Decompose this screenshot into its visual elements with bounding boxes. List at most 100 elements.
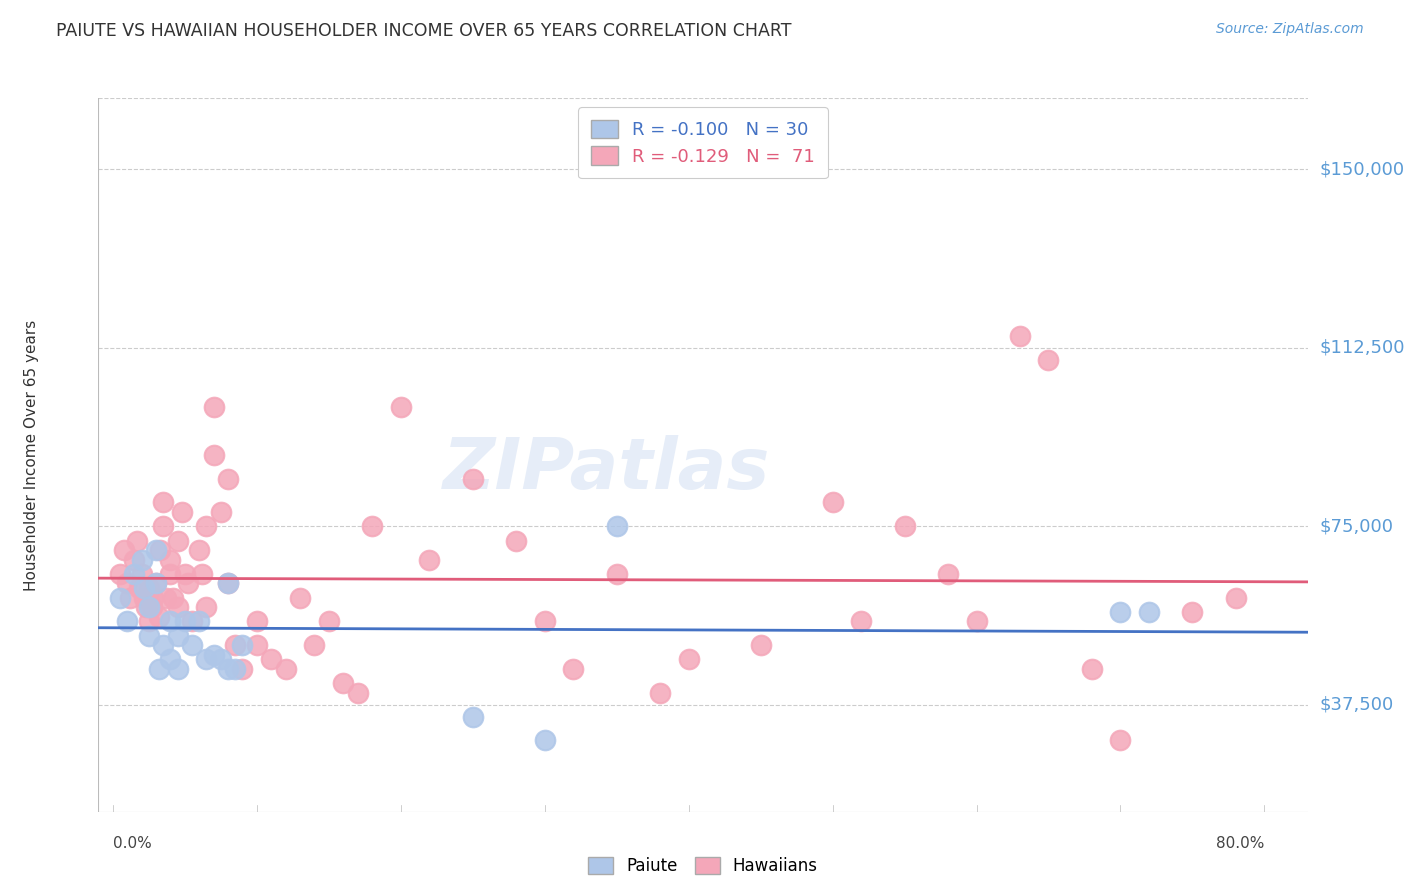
Point bbox=[1225, 591, 1247, 605]
Point bbox=[231, 638, 253, 652]
Point bbox=[108, 591, 131, 605]
Point bbox=[202, 448, 225, 462]
Point bbox=[120, 591, 142, 605]
Point bbox=[505, 533, 527, 548]
Point bbox=[159, 566, 181, 581]
Point bbox=[209, 652, 232, 666]
Point bbox=[195, 519, 218, 533]
Text: $37,500: $37,500 bbox=[1320, 696, 1393, 714]
Point bbox=[134, 591, 156, 605]
Point bbox=[188, 615, 211, 629]
Point bbox=[1109, 733, 1132, 747]
Point bbox=[217, 662, 239, 676]
Point bbox=[893, 519, 915, 533]
Point bbox=[145, 543, 167, 558]
Point bbox=[152, 638, 174, 652]
Text: Householder Income Over 65 years: Householder Income Over 65 years bbox=[24, 319, 39, 591]
Point bbox=[115, 615, 138, 629]
Point bbox=[461, 472, 484, 486]
Text: 0.0%: 0.0% bbox=[112, 836, 152, 850]
Point bbox=[749, 638, 772, 652]
Point bbox=[195, 652, 218, 666]
Text: ZIPatlas: ZIPatlas bbox=[443, 434, 770, 504]
Point bbox=[166, 629, 188, 643]
Point bbox=[159, 552, 181, 566]
Point bbox=[966, 615, 988, 629]
Point bbox=[181, 615, 204, 629]
Point bbox=[1038, 352, 1060, 367]
Point bbox=[231, 662, 253, 676]
Point bbox=[389, 401, 412, 415]
Point bbox=[112, 543, 135, 558]
Point bbox=[648, 686, 671, 700]
Point bbox=[166, 533, 188, 548]
Point bbox=[134, 581, 156, 595]
Point bbox=[173, 615, 195, 629]
Text: $150,000: $150,000 bbox=[1320, 161, 1405, 178]
Point bbox=[141, 600, 163, 615]
Point bbox=[318, 615, 340, 629]
Point bbox=[606, 566, 628, 581]
Text: 80.0%: 80.0% bbox=[1216, 836, 1264, 850]
Point bbox=[202, 401, 225, 415]
Point bbox=[304, 638, 326, 652]
Text: $112,500: $112,500 bbox=[1320, 339, 1405, 357]
Point bbox=[188, 543, 211, 558]
Point bbox=[135, 600, 157, 615]
Point bbox=[170, 505, 193, 519]
Point bbox=[1181, 605, 1204, 619]
Point bbox=[361, 519, 384, 533]
Point bbox=[562, 662, 585, 676]
Point bbox=[131, 552, 153, 566]
Point bbox=[209, 505, 232, 519]
Point bbox=[202, 648, 225, 662]
Point bbox=[181, 638, 204, 652]
Point bbox=[148, 662, 170, 676]
Point bbox=[678, 652, 700, 666]
Point bbox=[159, 615, 181, 629]
Point bbox=[152, 495, 174, 509]
Point bbox=[138, 615, 160, 629]
Point bbox=[128, 581, 150, 595]
Point bbox=[224, 638, 246, 652]
Point bbox=[821, 495, 844, 509]
Point bbox=[217, 576, 239, 591]
Point bbox=[418, 552, 440, 566]
Point bbox=[155, 591, 177, 605]
Text: $75,000: $75,000 bbox=[1320, 517, 1393, 535]
Point bbox=[159, 652, 181, 666]
Point bbox=[217, 472, 239, 486]
Point bbox=[246, 638, 269, 652]
Point bbox=[246, 615, 269, 629]
Point bbox=[148, 609, 170, 624]
Point bbox=[145, 576, 167, 591]
Point bbox=[149, 543, 172, 558]
Point bbox=[124, 566, 146, 581]
Point bbox=[1080, 662, 1102, 676]
Point bbox=[195, 600, 218, 615]
Point bbox=[176, 576, 198, 591]
Point bbox=[115, 576, 138, 591]
Point bbox=[142, 591, 165, 605]
Point bbox=[173, 566, 195, 581]
Point bbox=[138, 629, 160, 643]
Point bbox=[1137, 605, 1160, 619]
Point bbox=[461, 709, 484, 723]
Point bbox=[162, 591, 184, 605]
Point bbox=[346, 686, 368, 700]
Point bbox=[127, 533, 149, 548]
Point bbox=[851, 615, 873, 629]
Point bbox=[191, 566, 214, 581]
Point bbox=[217, 576, 239, 591]
Point bbox=[138, 600, 160, 615]
Legend: Paiute, Hawaiians: Paiute, Hawaiians bbox=[579, 848, 827, 883]
Point bbox=[108, 566, 131, 581]
Point bbox=[224, 662, 246, 676]
Point bbox=[1109, 605, 1132, 619]
Point bbox=[1008, 329, 1031, 343]
Text: Source: ZipAtlas.com: Source: ZipAtlas.com bbox=[1216, 22, 1364, 37]
Point bbox=[533, 615, 555, 629]
Point bbox=[274, 662, 297, 676]
Point bbox=[166, 600, 188, 615]
Point bbox=[131, 566, 153, 581]
